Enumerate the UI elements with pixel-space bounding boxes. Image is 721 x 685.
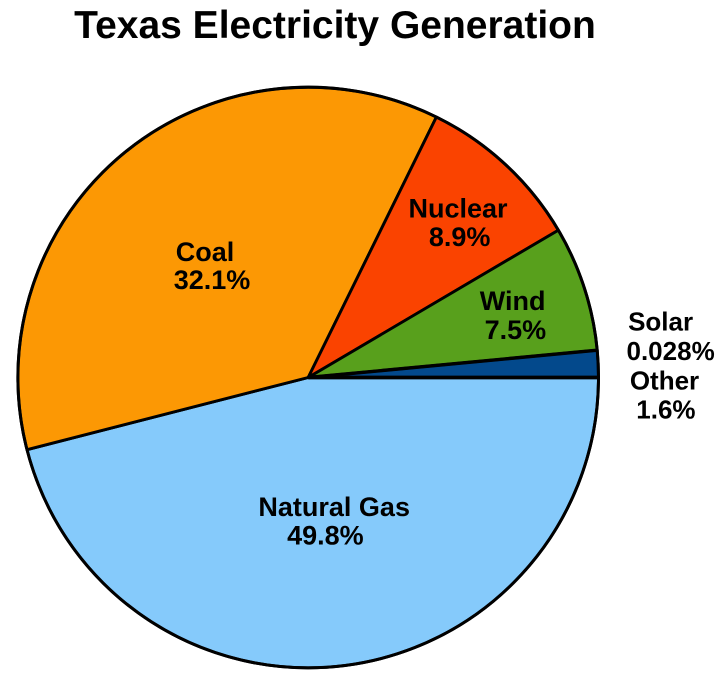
svg-text:49.8%: 49.8% <box>287 520 364 550</box>
svg-text:8.9%: 8.9% <box>429 222 491 252</box>
svg-text:Natural Gas: Natural Gas <box>258 492 410 522</box>
svg-text:0.028%: 0.028% <box>627 336 715 366</box>
svg-text:Coal: Coal <box>176 237 235 267</box>
svg-text:Wind: Wind <box>480 286 546 316</box>
svg-text:7.5%: 7.5% <box>485 315 547 345</box>
svg-text:Nuclear: Nuclear <box>408 194 508 224</box>
svg-text:32.1%: 32.1% <box>174 265 251 295</box>
svg-text:1.6%: 1.6% <box>636 395 695 425</box>
svg-text:Other: Other <box>630 366 699 396</box>
svg-text:Texas Electricity Generation: Texas Electricity Generation <box>74 4 596 47</box>
svg-text:Solar: Solar <box>628 306 693 336</box>
